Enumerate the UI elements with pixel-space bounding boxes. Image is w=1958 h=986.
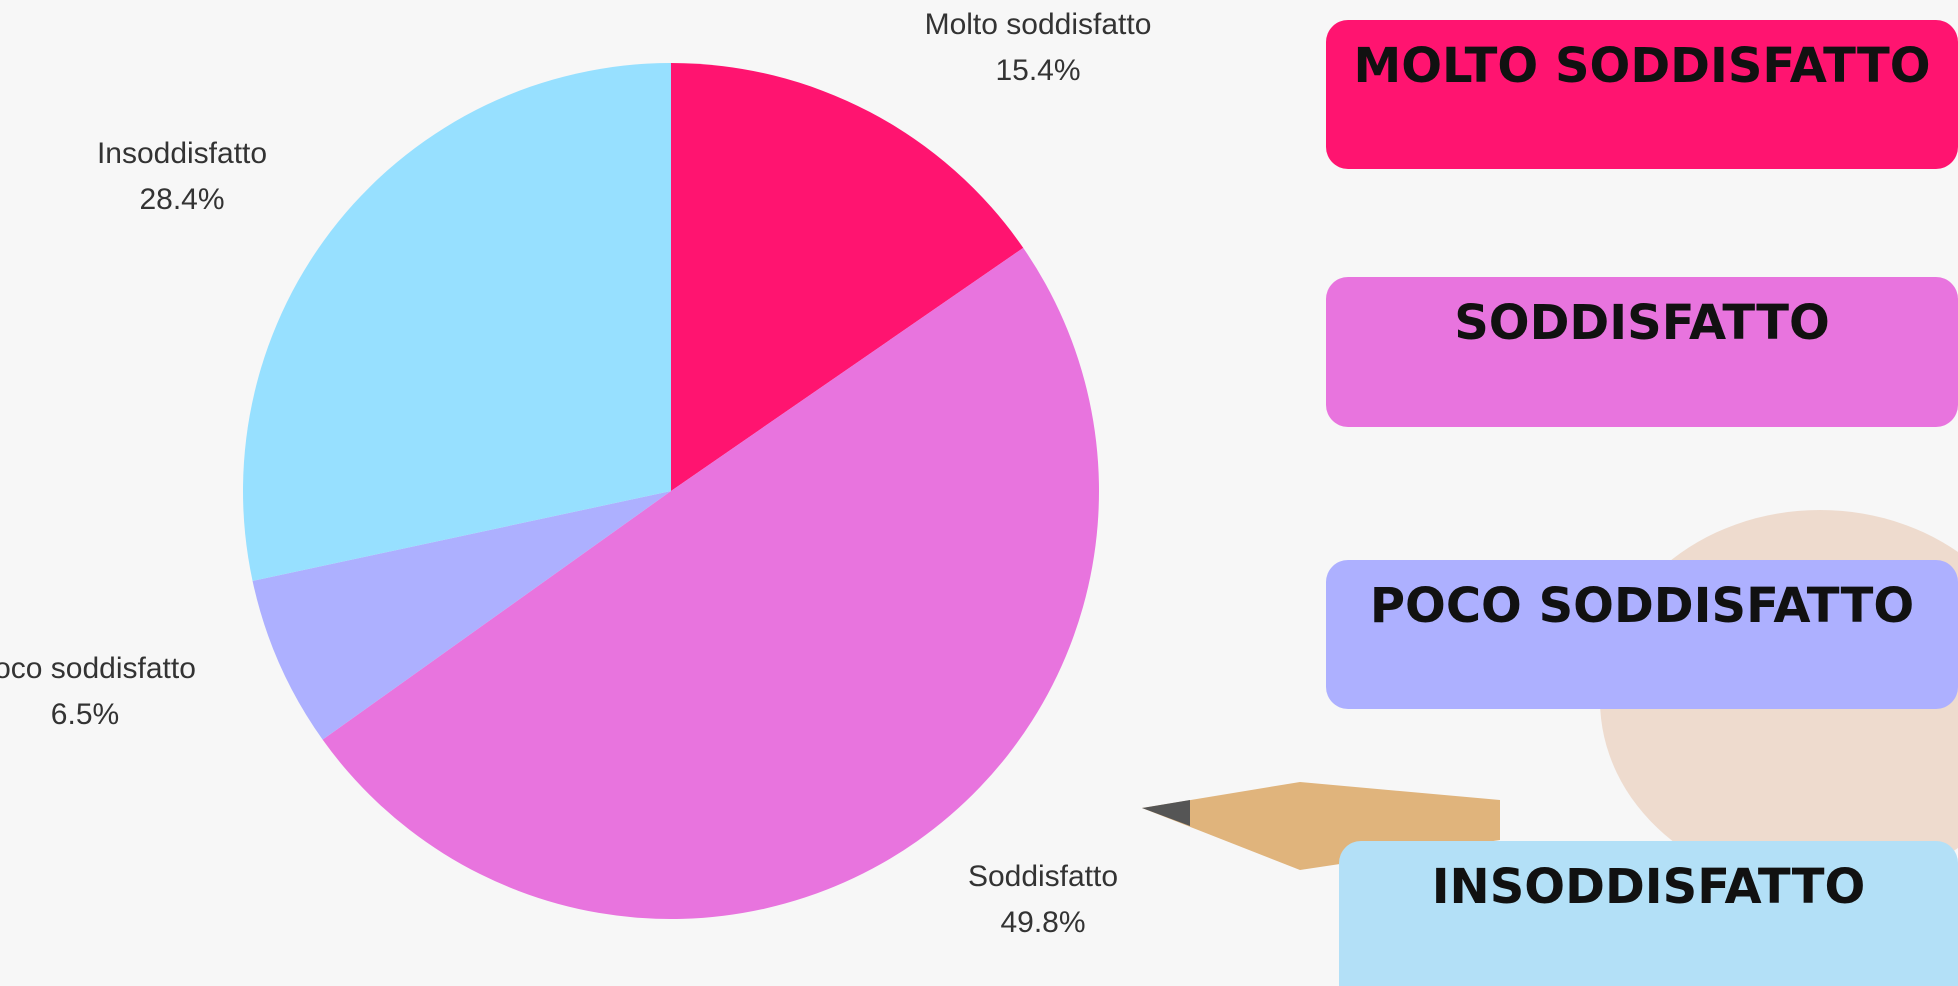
panel-label: SODDISFATTO (1454, 295, 1830, 351)
slice-label: Insoddisfatto (97, 137, 267, 170)
category-panel: INSODDISFATTO (1339, 841, 1958, 986)
panel-label: MOLTO SODDISFATTO (1353, 38, 1931, 94)
slice-label: Soddisfatto (968, 860, 1118, 893)
slice-label: Poco soddisfatto (0, 652, 196, 685)
slice-value-label: 49.8% (1000, 906, 1085, 939)
slice-value-label: 15.4% (995, 54, 1080, 87)
slice-value-label: 28.4% (139, 183, 224, 216)
category-panel: MOLTO SODDISFATTO (1326, 20, 1958, 169)
slice-label: Molto soddisfatto (925, 8, 1152, 41)
pie-slice (671, 63, 1024, 491)
pie-slice (252, 491, 671, 740)
panel-label: POCO SODDISFATTO (1369, 578, 1915, 634)
pie-slice (242, 63, 671, 581)
category-panel: SODDISFATTO (1326, 277, 1958, 427)
panel-label: INSODDISFATTO (1431, 859, 1866, 915)
slice-value-label: 6.5% (51, 698, 119, 731)
category-panel: POCO SODDISFATTO (1326, 560, 1958, 709)
pie-slice (322, 247, 1100, 920)
